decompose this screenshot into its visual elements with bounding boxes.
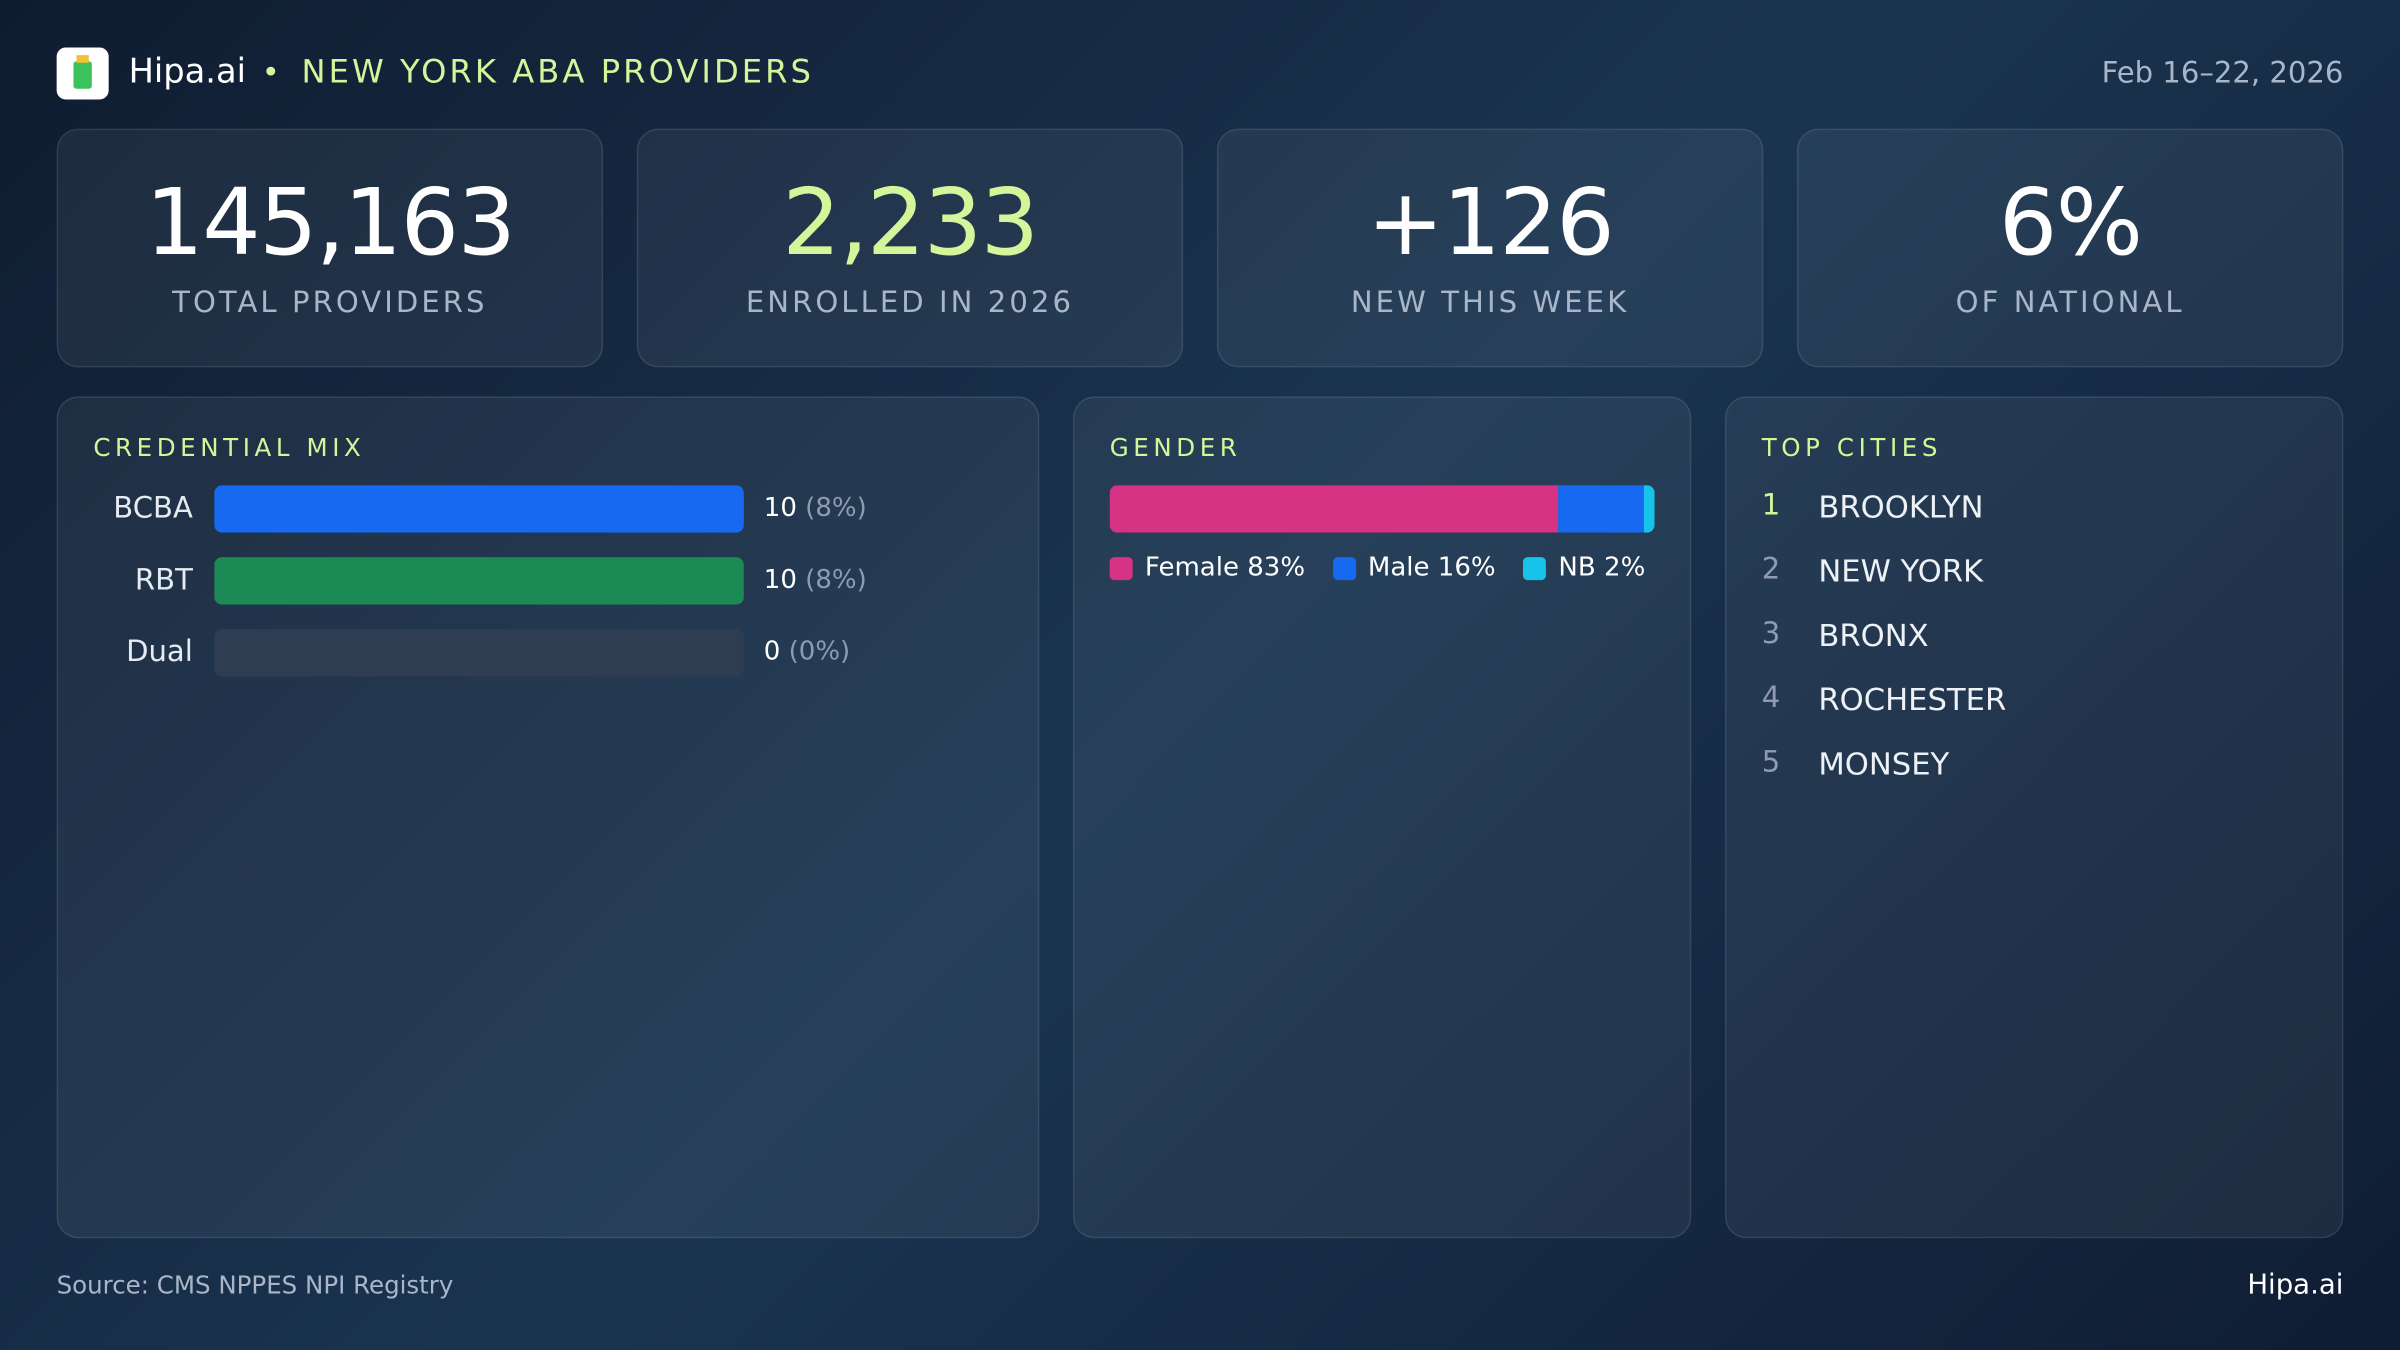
legend-swatch — [1332, 556, 1356, 580]
bar-segment — [1643, 485, 1655, 533]
kpi-card: +126 NEW THIS WEEK — [1216, 128, 1764, 368]
city-rank: 3 — [1761, 616, 1781, 651]
kpi-card: 2,233 ENROLLED IN 2026 — [636, 128, 1184, 368]
legend-item: NB 2% — [1523, 553, 1645, 584]
brand: Hipa.ai — [128, 53, 246, 92]
source-note: Source: CMS NPPES NPI Registry — [56, 1270, 454, 1300]
gender-panel: GENDER Female 83% Male 16% NB 2% — [1072, 396, 1692, 1239]
city-rank: 1 — [1761, 488, 1781, 522]
row-label: Dual — [126, 635, 193, 669]
kpi-value: 145,163 — [145, 169, 516, 278]
city-rank: 2 — [1761, 552, 1781, 587]
city-name: ROCHESTER — [1818, 681, 2007, 718]
city-name: MONSEY — [1818, 745, 1950, 783]
panel-title: CREDENTIAL MIX — [93, 433, 366, 463]
panel-title: GENDER — [1109, 433, 1242, 463]
kpi-card: 145,163 TOTAL PROVIDERS — [56, 128, 604, 368]
legend: Female 83% Male 16% NB 2% — [1109, 553, 1645, 584]
kpi-value: +126 — [1366, 169, 1615, 278]
bar-value: 10 (8%) — [764, 493, 867, 524]
legend-item: Female 83% — [1109, 553, 1305, 584]
bar — [214, 557, 744, 605]
city-rank: 4 — [1761, 681, 1781, 715]
city-name: BROOKLYN — [1818, 488, 1984, 525]
kpi-value: 6% — [1998, 169, 2143, 278]
logo-icon — [73, 55, 92, 89]
logo — [56, 47, 109, 100]
kpi-value: 2,233 — [782, 169, 1039, 278]
kpi-label: NEW THIS WEEK — [1350, 286, 1630, 320]
kpi-card: 6% OF NATIONAL — [1796, 128, 2344, 368]
row-label: BCBA — [113, 491, 193, 525]
row-label: RBT — [134, 563, 193, 597]
bar-value: 0 (0%) — [764, 637, 850, 668]
legend-name: NB — [1558, 552, 1596, 584]
bar-track — [214, 485, 744, 533]
bar-track — [214, 557, 744, 605]
legend-item: Male 16% — [1332, 553, 1496, 584]
legend-name: Female — [1144, 552, 1239, 584]
cities-panel: TOP CITIES 1 BROOKLYN 2 NEW YORK 3 BRONX 4 ROCH… — [1724, 396, 2344, 1239]
legend-swatch — [1109, 556, 1133, 580]
city-rank: 5 — [1761, 745, 1781, 780]
percent: (8%) — [805, 564, 867, 596]
legend-text: Male 16% — [1368, 553, 1496, 584]
bar-segment — [1557, 485, 1644, 533]
legend-name: Male — [1367, 552, 1430, 584]
kpi-label: ENROLLED IN 2026 — [745, 286, 1075, 320]
stacked-bar — [1109, 485, 1655, 533]
bar-segment — [1109, 485, 1558, 533]
count: 10 — [763, 564, 797, 596]
bullet: • — [261, 53, 280, 91]
city-name: BRONX — [1818, 616, 1929, 654]
legend-value: 2% — [1604, 552, 1646, 584]
percent: (0%) — [788, 636, 851, 668]
kpi-label: TOTAL PROVIDERS — [172, 286, 488, 320]
count: 0 — [763, 636, 781, 668]
kpi-label: OF NATIONAL — [1955, 286, 2185, 320]
footer-brand: Hipa.ai — [2247, 1268, 2344, 1302]
legend-text: Female 83% — [1145, 553, 1305, 584]
page-title: NEW YORK ABA PROVIDERS — [301, 53, 814, 91]
date-range: Feb 16–22, 2026 — [2101, 56, 2344, 91]
panel-title: TOP CITIES — [1761, 433, 1942, 463]
bar-track — [214, 629, 744, 677]
legend-value: 83% — [1247, 552, 1306, 584]
count: 10 — [763, 492, 797, 524]
legend-swatch — [1523, 556, 1547, 580]
city-name: NEW YORK — [1818, 552, 1984, 590]
bar — [214, 485, 744, 533]
credential-panel: CREDENTIAL MIX BCBA 10 (8%) RBT 10 (8%) Dual… — [56, 396, 1040, 1239]
legend-value: 16% — [1437, 552, 1496, 584]
legend-text: NB 2% — [1558, 553, 1645, 584]
percent: (8%) — [805, 492, 867, 524]
bar-value: 10 (8%) — [764, 565, 867, 596]
